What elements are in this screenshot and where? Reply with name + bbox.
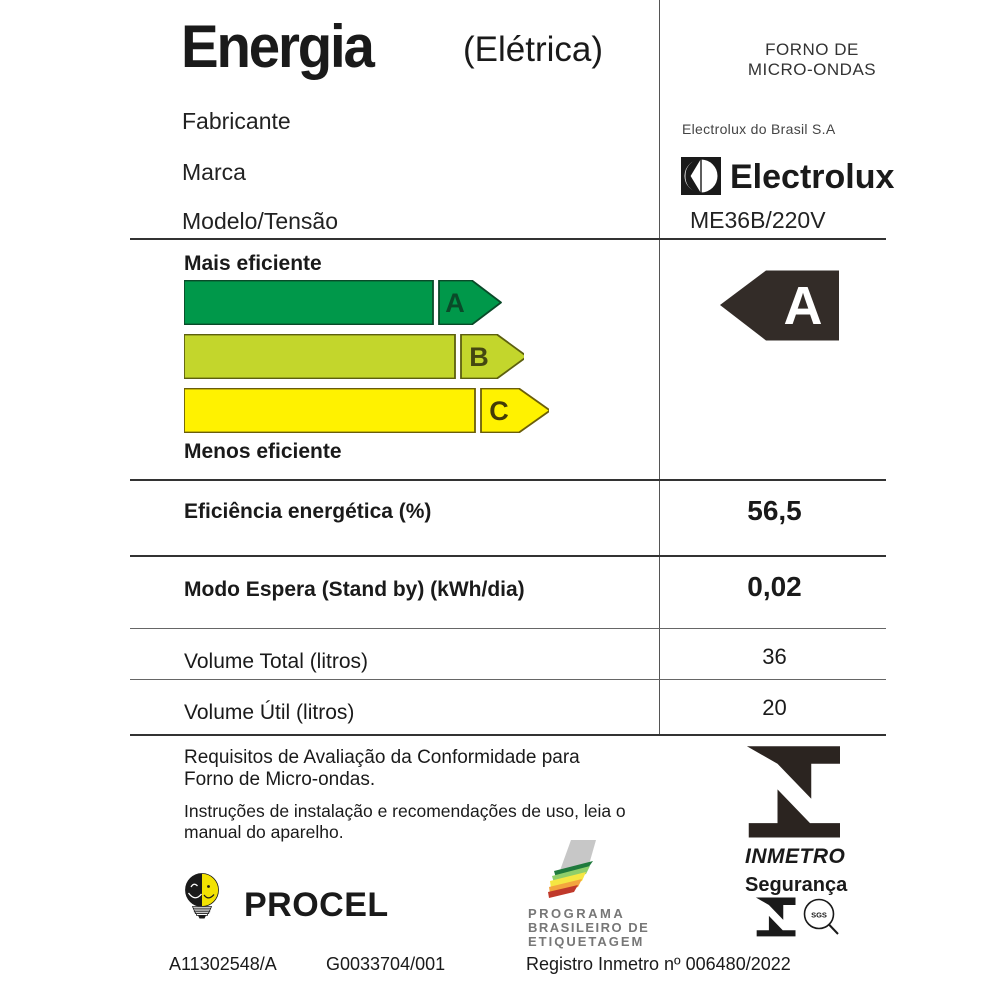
svg-text:A: A — [445, 288, 465, 318]
svg-text:B: B — [469, 342, 489, 372]
svg-text:Electrolux: Electrolux — [730, 158, 894, 196]
svg-text:C: C — [489, 396, 509, 426]
svg-text:A: A — [784, 276, 823, 336]
svg-text:SGS: SGS — [811, 911, 827, 920]
